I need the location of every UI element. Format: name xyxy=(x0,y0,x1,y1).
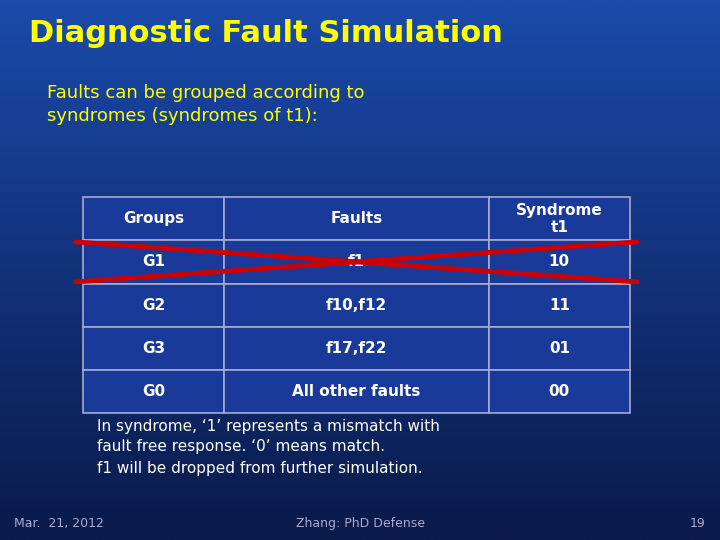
Text: Groups: Groups xyxy=(123,211,184,226)
Bar xyxy=(489,240,630,284)
Bar xyxy=(224,370,489,413)
Text: Zhang: PhD Defense: Zhang: PhD Defense xyxy=(295,517,425,530)
Bar xyxy=(224,240,489,284)
Bar xyxy=(83,327,224,370)
Text: 10: 10 xyxy=(549,254,570,269)
Text: 11: 11 xyxy=(549,298,570,313)
Text: f17,f22: f17,f22 xyxy=(325,341,387,356)
Bar xyxy=(83,370,224,413)
Text: Syndrome
t1: Syndrome t1 xyxy=(516,202,603,235)
Bar xyxy=(224,284,489,327)
Text: 01: 01 xyxy=(549,341,570,356)
Text: Faults: Faults xyxy=(330,211,382,226)
Bar xyxy=(489,370,630,413)
Bar xyxy=(489,284,630,327)
Text: All other faults: All other faults xyxy=(292,384,420,399)
Text: 19: 19 xyxy=(690,517,706,530)
Text: G2: G2 xyxy=(142,298,165,313)
Text: G0: G0 xyxy=(142,384,165,399)
Text: Diagnostic Fault Simulation: Diagnostic Fault Simulation xyxy=(29,19,503,48)
Text: Faults can be grouped according to
syndromes (syndromes of t1):: Faults can be grouped according to syndr… xyxy=(47,84,364,125)
Text: In syndrome, ‘1’ represents a mismatch with
fault free response. ‘0’ means match: In syndrome, ‘1’ represents a mismatch w… xyxy=(97,418,440,476)
Text: G3: G3 xyxy=(142,341,165,356)
Bar xyxy=(83,197,224,240)
Bar xyxy=(489,327,630,370)
Text: G1: G1 xyxy=(142,254,165,269)
Text: f10,f12: f10,f12 xyxy=(325,298,387,313)
Text: Mar.  21, 2012: Mar. 21, 2012 xyxy=(14,517,104,530)
Bar xyxy=(224,327,489,370)
Text: f1: f1 xyxy=(348,254,365,269)
Bar xyxy=(83,240,224,284)
Bar xyxy=(83,284,224,327)
Bar xyxy=(489,197,630,240)
Text: 00: 00 xyxy=(549,384,570,399)
Bar xyxy=(224,197,489,240)
